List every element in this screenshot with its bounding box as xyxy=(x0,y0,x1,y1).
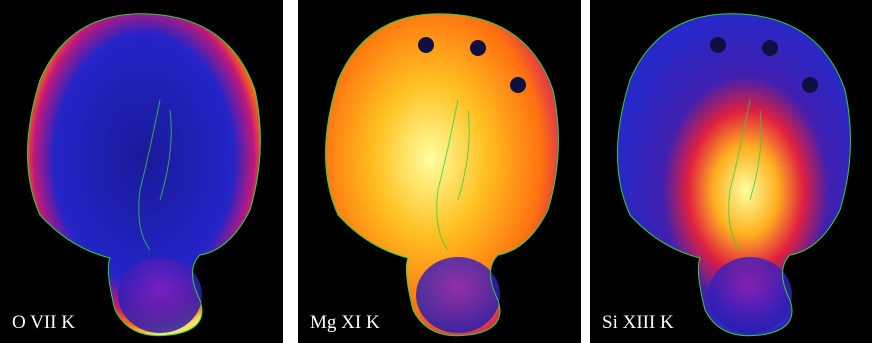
panel: O VII K xyxy=(0,0,283,343)
dark-hole xyxy=(710,37,726,53)
emission-tail xyxy=(118,257,202,333)
emission-tail xyxy=(708,257,792,333)
contour-filament xyxy=(138,99,172,251)
dark-hole xyxy=(470,40,486,56)
contour-filament xyxy=(436,99,470,251)
panel-label: Si XIII K xyxy=(602,312,674,333)
dark-hole xyxy=(802,77,818,93)
dark-hole xyxy=(418,37,434,53)
contour xyxy=(617,13,851,337)
panel: Si XIII K xyxy=(590,0,872,343)
contour-filament xyxy=(728,99,762,251)
contour xyxy=(27,13,261,337)
panel: Mg XI K xyxy=(298,0,581,343)
contour xyxy=(325,13,559,337)
panel-label: O VII K xyxy=(12,312,75,333)
panel-label: Mg XI K xyxy=(310,312,380,333)
dark-hole xyxy=(510,77,526,93)
emission-tail xyxy=(416,257,500,333)
dark-hole xyxy=(762,40,778,56)
